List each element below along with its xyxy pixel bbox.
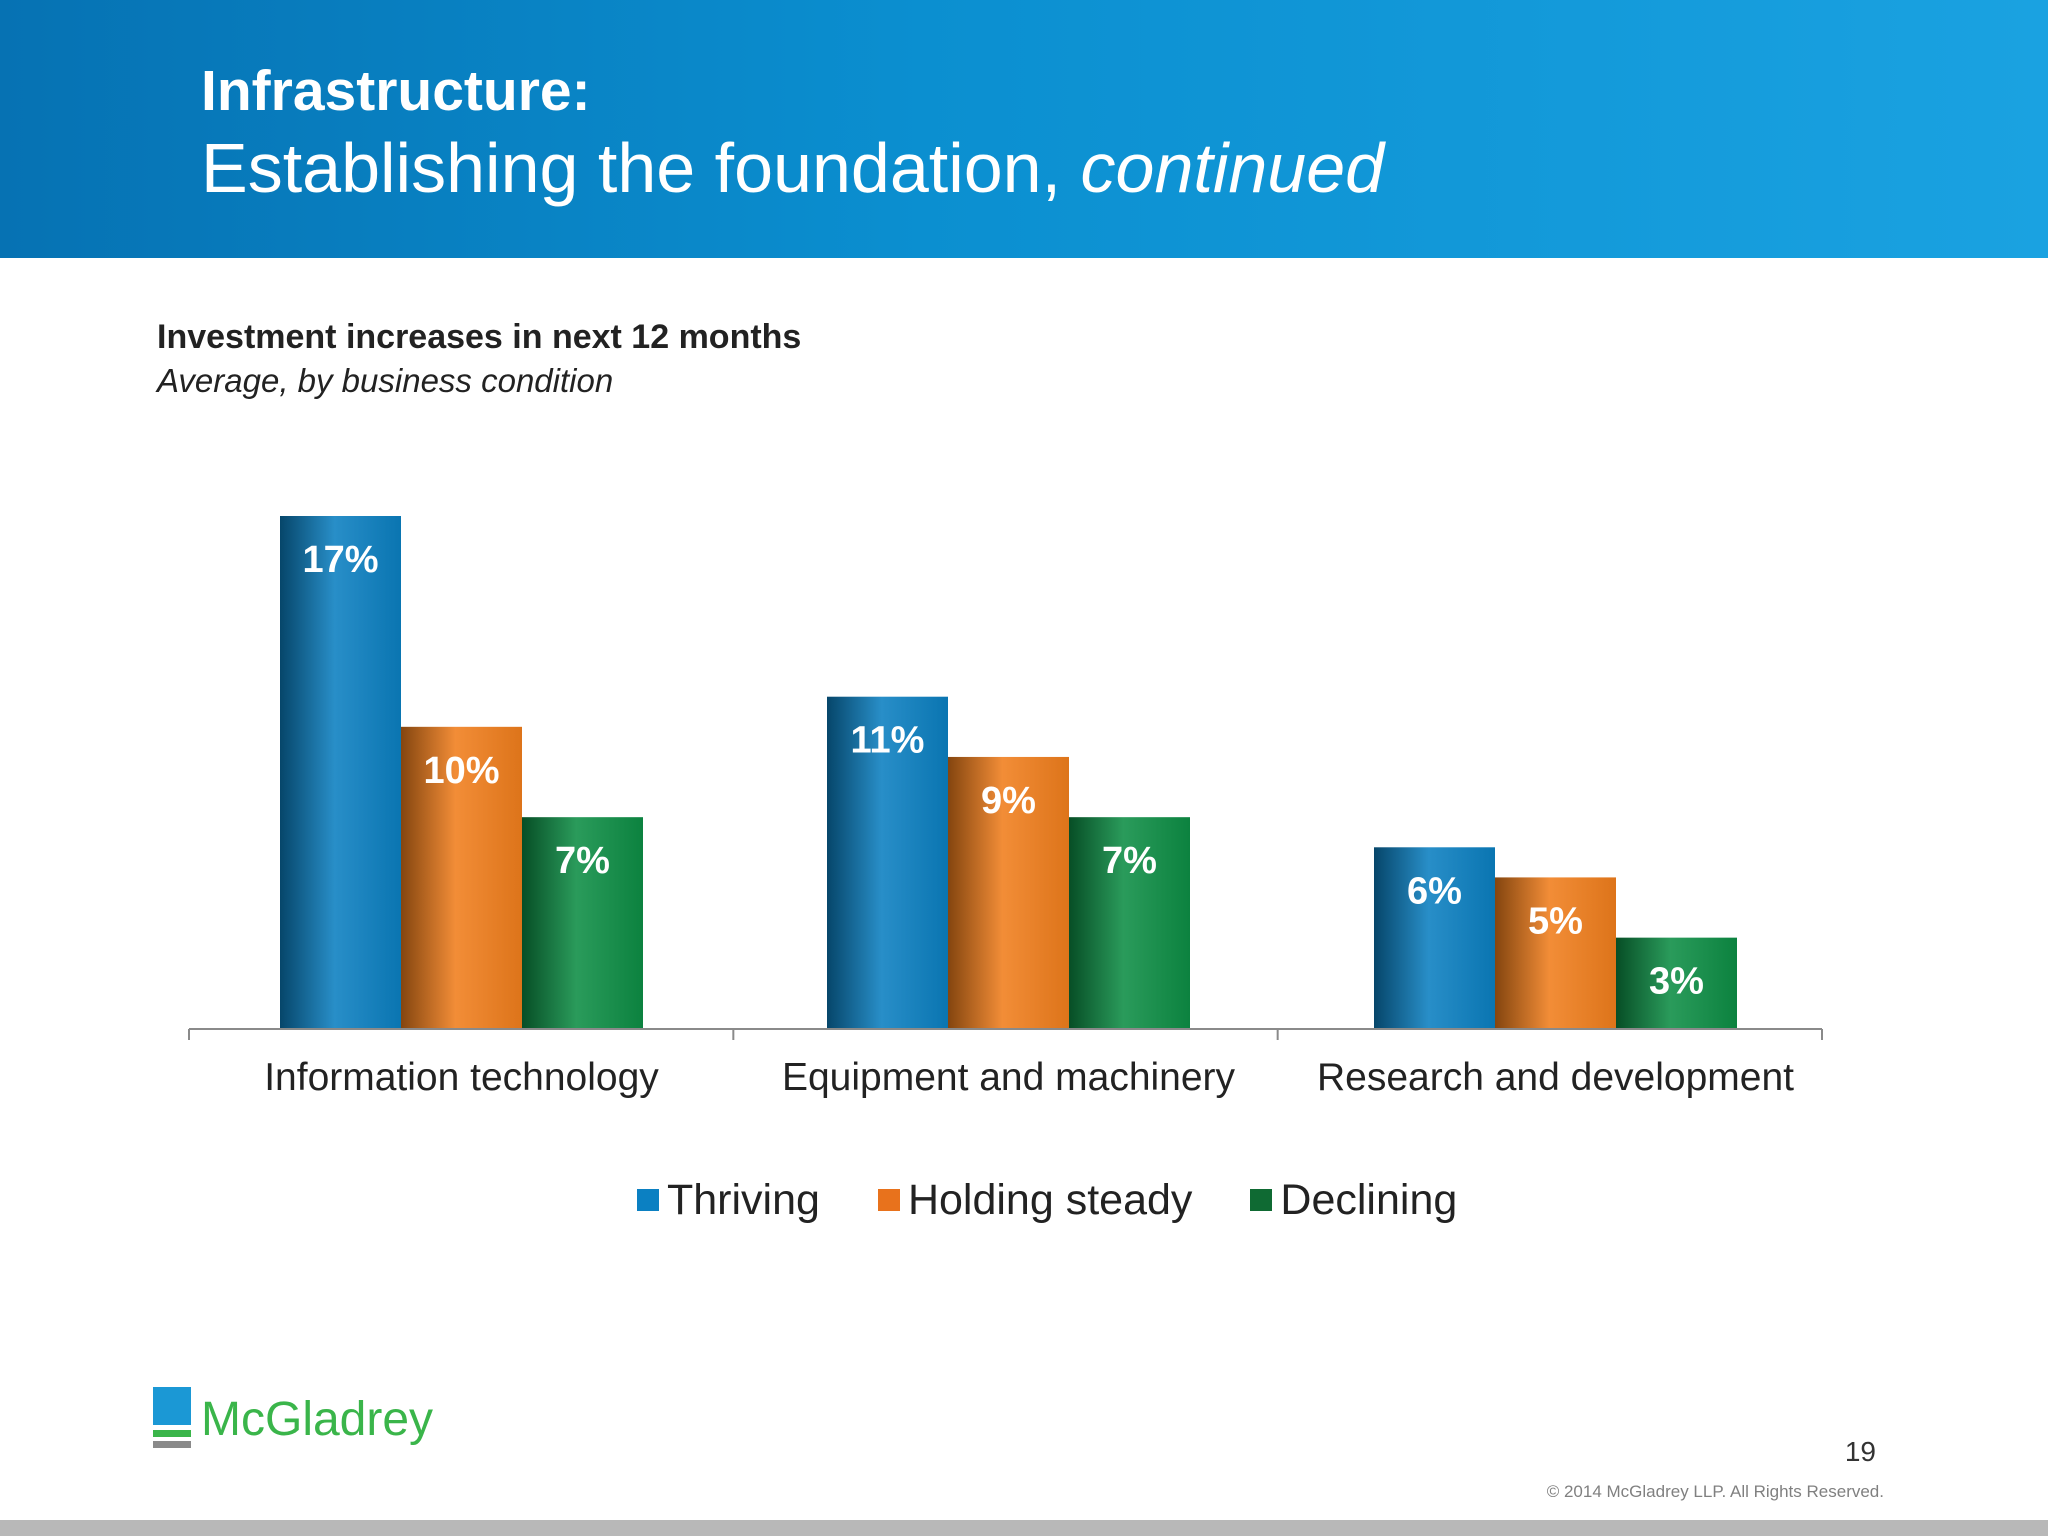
bar-equipment-and-machinery-declining [1069, 817, 1190, 1028]
logo-wordmark: McGladrey [201, 1393, 434, 1446]
copyright-notice: © 2014 McGladrey LLP. All Rights Reserve… [1546, 1482, 1884, 1501]
bar-research-and-development-declining [1616, 937, 1737, 1028]
bar-equipment-and-machinery-holding-steady [948, 756, 1069, 1028]
data-label-information-technology-declining: 7% [555, 840, 610, 882]
legend-item-declining: Declining [1250, 1176, 1457, 1225]
chart-bars [280, 516, 1737, 1028]
legend-label-thriving: Thriving [667, 1175, 820, 1224]
data-label-research-and-development-holding-steady: 5% [1528, 900, 1583, 942]
bar-research-and-development-thriving [1374, 847, 1495, 1028]
category-label-research-and-development: Research and development [1317, 1056, 1794, 1099]
data-label-equipment-and-machinery-thriving: 11% [851, 720, 925, 762]
bar-information-technology-declining [522, 817, 643, 1028]
data-label-research-and-development-declining: 3% [1649, 961, 1704, 1003]
footer-bar [0, 1520, 2048, 1536]
page-subtitle-emphasis: continued [1080, 129, 1385, 207]
data-label-information-technology-holding-steady: 10% [423, 750, 499, 792]
legend-swatch-declining [1250, 1189, 1273, 1211]
legend-swatch-thriving [637, 1189, 659, 1211]
chart-legend: Thriving Holding steady Declining [637, 1170, 1515, 1230]
data-label-research-and-development-thriving: 6% [1407, 870, 1462, 912]
page-title: Infrastructure: [201, 59, 591, 123]
page-subtitle-main: Establishing the foundation, [201, 129, 1081, 207]
data-label-equipment-and-machinery-holding-steady: 9% [981, 780, 1036, 822]
chart-subtitle: Average, by business condition [157, 362, 614, 399]
legend-item-holding-steady: Holding steady [877, 1175, 1193, 1225]
category-label-equipment-and-machinery: Equipment and machinery [782, 1056, 1236, 1099]
data-label-information-technology-thriving: 17% [302, 539, 378, 581]
bar-information-technology-thriving [280, 516, 401, 1028]
chart-title: Investment increases in next 12 months [157, 318, 802, 356]
bar-equipment-and-machinery-thriving [827, 696, 948, 1028]
legend-label-holding-steady: Holding steady [907, 1175, 1193, 1224]
bar-information-technology-holding-steady [401, 726, 522, 1028]
bar-research-and-development-holding-steady [1495, 877, 1616, 1028]
company-logo: McGladrey [153, 1383, 433, 1449]
legend-label-declining: Declining [1280, 1175, 1458, 1224]
chart-axis [188, 1028, 1823, 1040]
page-subtitle: Establishing the foundation, continued [201, 128, 1384, 208]
page-number: 19 [1844, 1436, 1876, 1467]
title-banner: Infrastructure: Establishing the foundat… [0, 0, 2048, 258]
category-label-information-technology: Information technology [264, 1056, 659, 1099]
data-label-equipment-and-machinery-declining: 7% [1102, 840, 1157, 882]
chart-labels: 17% 10% 7% Information technology 11% 9% 7% Equ… [264, 539, 1794, 1099]
legend-item-thriving: Thriving [637, 1176, 820, 1225]
legend-swatch-holding-steady [877, 1189, 900, 1211]
logo-mark-icon [153, 1387, 191, 1449]
